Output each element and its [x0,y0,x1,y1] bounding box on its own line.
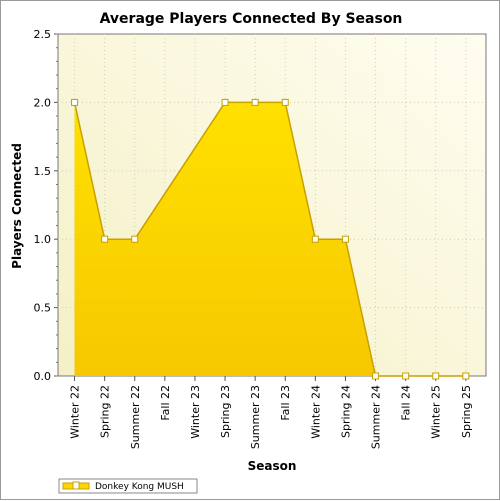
x-tick-label: Fall 22 [159,385,172,421]
y-tick-label: 1.5 [34,165,52,178]
series-area-fill [74,102,466,377]
data-point [432,372,440,380]
x-tick-label: Winter 23 [189,385,202,439]
data-point [341,235,349,243]
series-area [73,101,466,377]
legend-label: Donkey Kong MUSH [95,482,184,492]
y-tick-label: 0.0 [34,370,52,383]
data-point [372,372,380,380]
x-tick-label: Spring 25 [460,385,473,438]
data-point [311,235,319,243]
x-tick-label: Winter 25 [430,385,443,439]
legend-marker [72,481,80,490]
x-tick-label: Spring 23 [219,385,232,438]
data-point [462,372,470,380]
x-axis-title: Season [248,459,297,473]
x-tick-label: Fall 24 [400,385,413,421]
x-tick-label: Summer 24 [370,385,383,449]
data-point [71,98,79,106]
y-tick-label: 2.0 [34,96,52,109]
x-tick-label: Winter 24 [309,385,322,439]
data-point [101,235,109,243]
y-tick-label: 2.5 [34,28,52,41]
data-point [131,235,139,243]
x-tick-label: Spring 22 [99,385,112,438]
chart-title: Average Players Connected By Season [100,11,403,27]
legend: Donkey Kong MUSH [58,478,198,494]
y-axis-title: Players Connected [10,143,24,269]
y-tick-labels: 0.0 0.5 1.0 1.5 2.0 2.5 [34,28,52,383]
x-tick-label: Summer 23 [249,385,262,449]
x-tick-label: Fall 23 [279,385,292,421]
y-tick-label: 1.0 [34,233,52,246]
data-point [402,372,410,380]
data-point [221,98,229,106]
x-tick-label: Spring 24 [339,385,352,438]
y-tick-label: 0.5 [34,302,52,315]
data-point [251,98,259,106]
x-tick-label: Winter 22 [69,385,82,439]
series-line [73,101,466,377]
legend-box [58,478,198,494]
data-point [281,98,289,106]
x-tick-label: Summer 22 [129,385,142,449]
x-tick-labels: Winter 22 Spring 22 Summer 22 Fall 22 Winter… [69,385,473,449]
data-points [71,98,470,380]
